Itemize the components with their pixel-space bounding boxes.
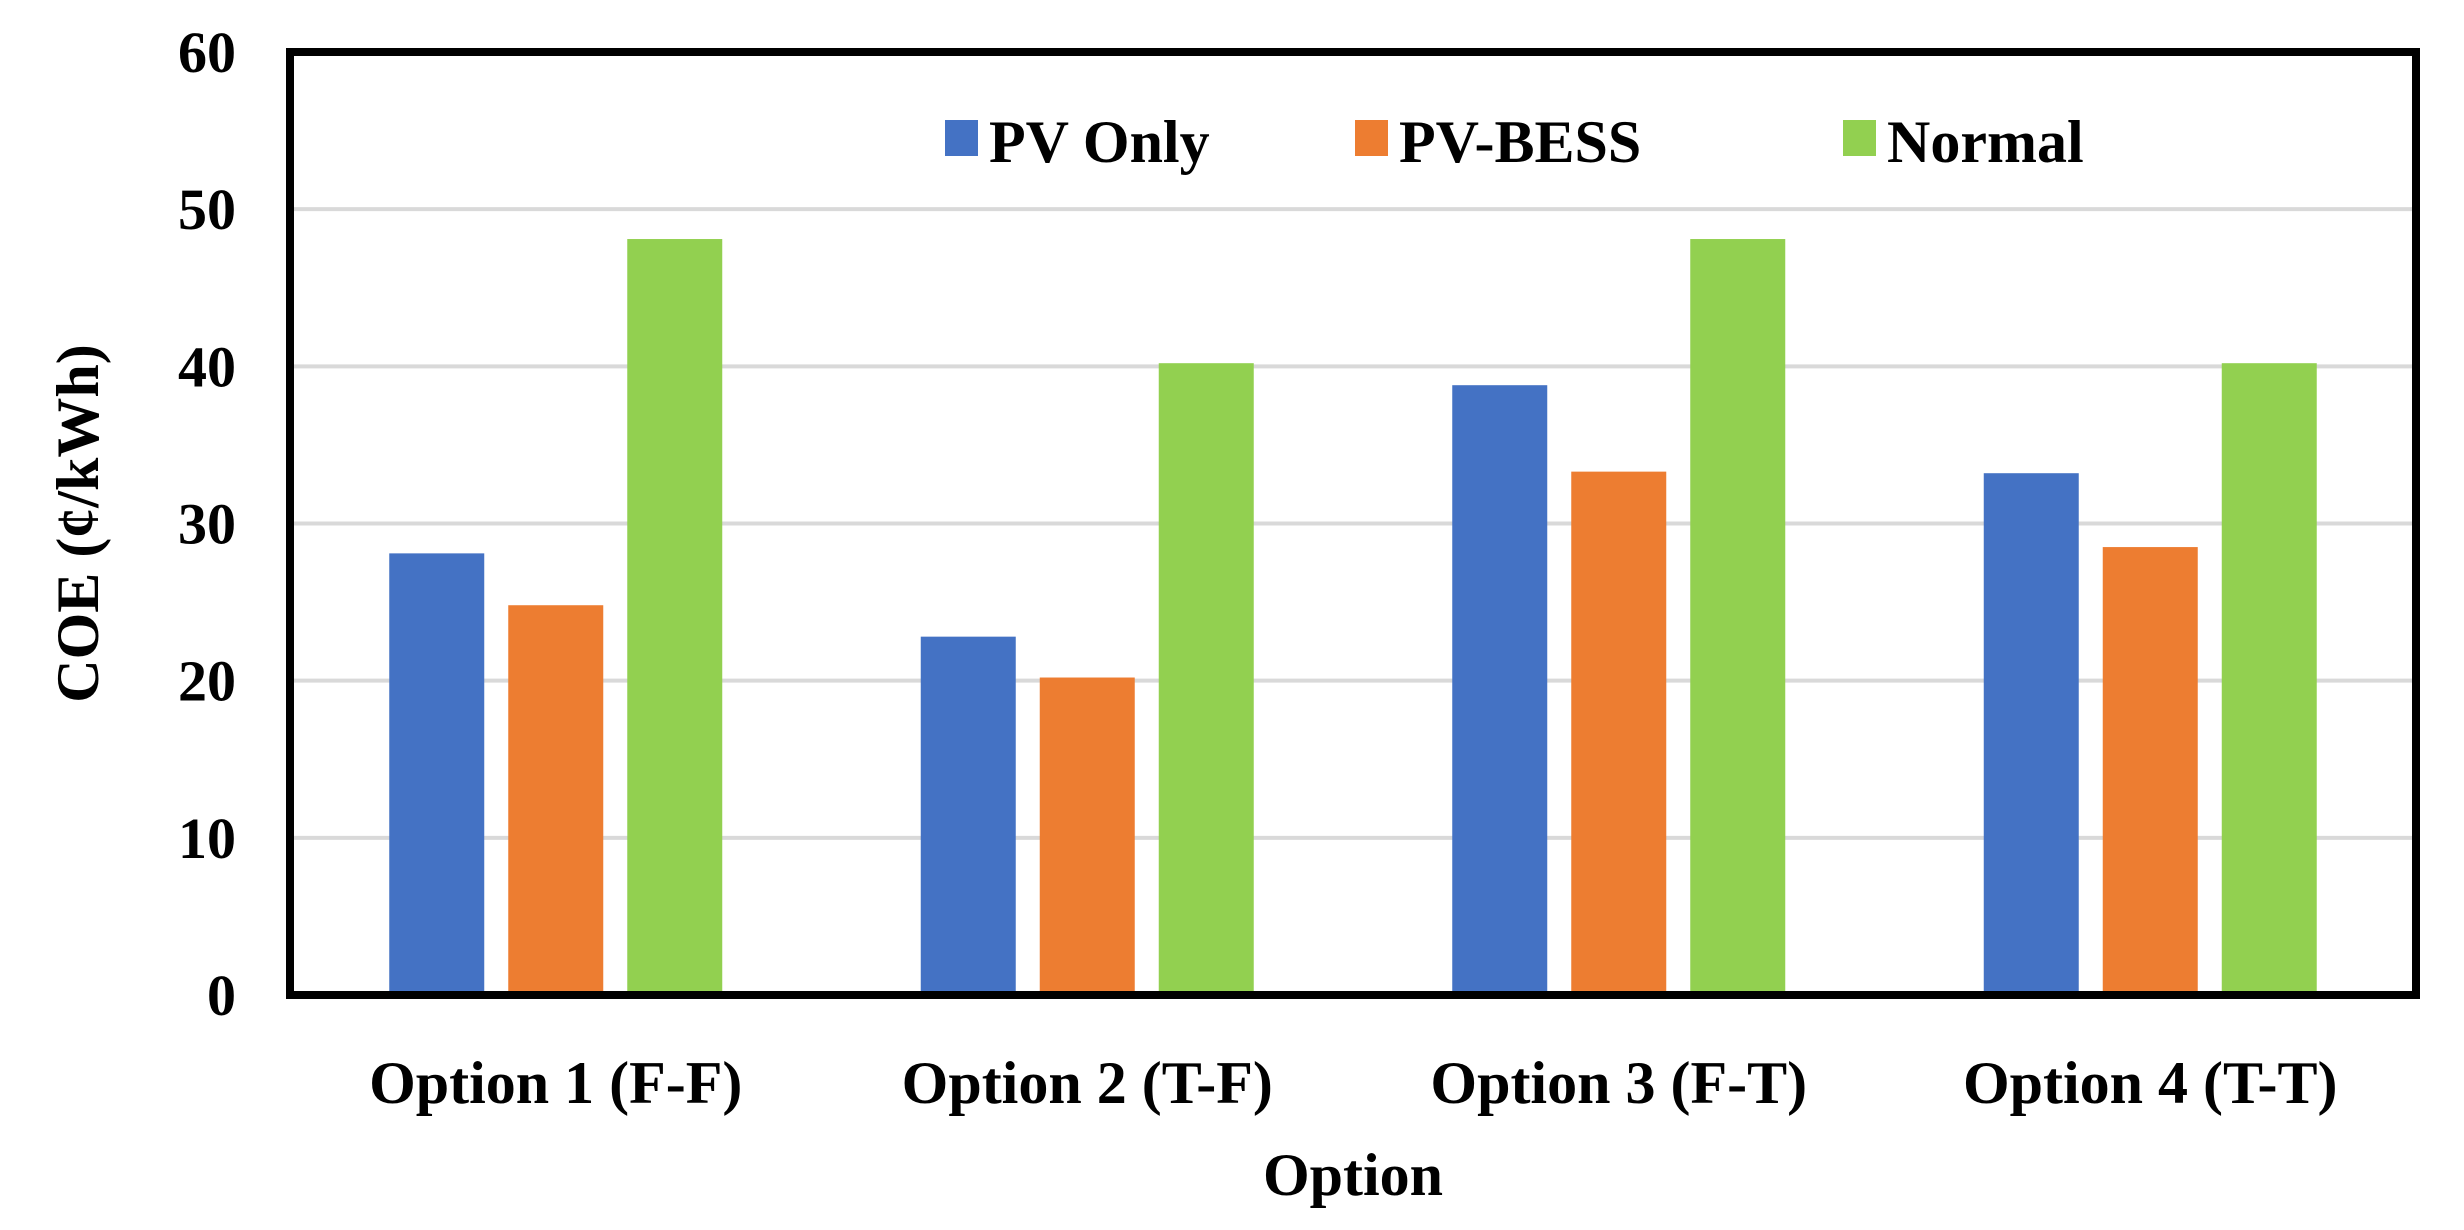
legend-swatch-pv-only	[945, 120, 978, 156]
bar-normal-1	[627, 239, 723, 996]
x-axis-ticks: Option 1 (F-F) Option 2 (T-F) Option 3 (F-…	[369, 1050, 2337, 1116]
gridlines	[290, 207, 2416, 840]
bar-normal-2	[1158, 363, 1254, 995]
bars	[389, 239, 2317, 996]
x-tick-label: Option 3 (F-T)	[1430, 1050, 1807, 1116]
bar-normal-4	[2221, 363, 2317, 995]
y-tick-label: 40	[178, 334, 236, 399]
bar-pv-bess-4	[2102, 547, 2198, 995]
x-tick-label: Option 2 (T-F)	[902, 1050, 1273, 1116]
bar-pv-only-2	[920, 636, 1016, 995]
plot-area-frame	[286, 48, 2420, 999]
y-tick-label: 50	[178, 177, 236, 242]
legend-label-pv-bess: PV-BESS	[1399, 109, 1641, 175]
bar-pv-only-3	[1452, 385, 1548, 995]
bar-normal-3	[1690, 239, 1786, 996]
x-axis-title: Option	[1263, 1142, 1443, 1208]
legend-swatch-pv-bess	[1355, 120, 1388, 156]
y-axis-ticks: 0 10 20 30 40 50 60	[178, 20, 236, 1028]
bar-pv-only-1	[389, 553, 485, 995]
y-axis-title: COE (¢/kWh)	[45, 344, 111, 702]
y-tick-label: 0	[207, 963, 236, 1028]
x-tick-label: Option 4 (T-T)	[1963, 1050, 2338, 1116]
y-tick-label: 60	[178, 20, 236, 85]
y-tick-label: 20	[178, 649, 236, 714]
legend-label-normal: Normal	[1887, 109, 2084, 175]
y-tick-label: 30	[178, 492, 236, 557]
x-tick-label: Option 1 (F-F)	[369, 1050, 742, 1116]
bar-pv-bess-2	[1039, 677, 1135, 995]
legend-swatch-normal	[1843, 120, 1876, 156]
legend: PV Only PV-BESS Normal	[945, 109, 2084, 175]
legend-label-pv-only: PV Only	[989, 109, 1210, 175]
bar-pv-only-4	[1983, 473, 2079, 995]
bar-pv-bess-3	[1571, 471, 1667, 995]
bar-pv-bess-1	[508, 605, 604, 995]
y-tick-label: 10	[178, 806, 236, 871]
